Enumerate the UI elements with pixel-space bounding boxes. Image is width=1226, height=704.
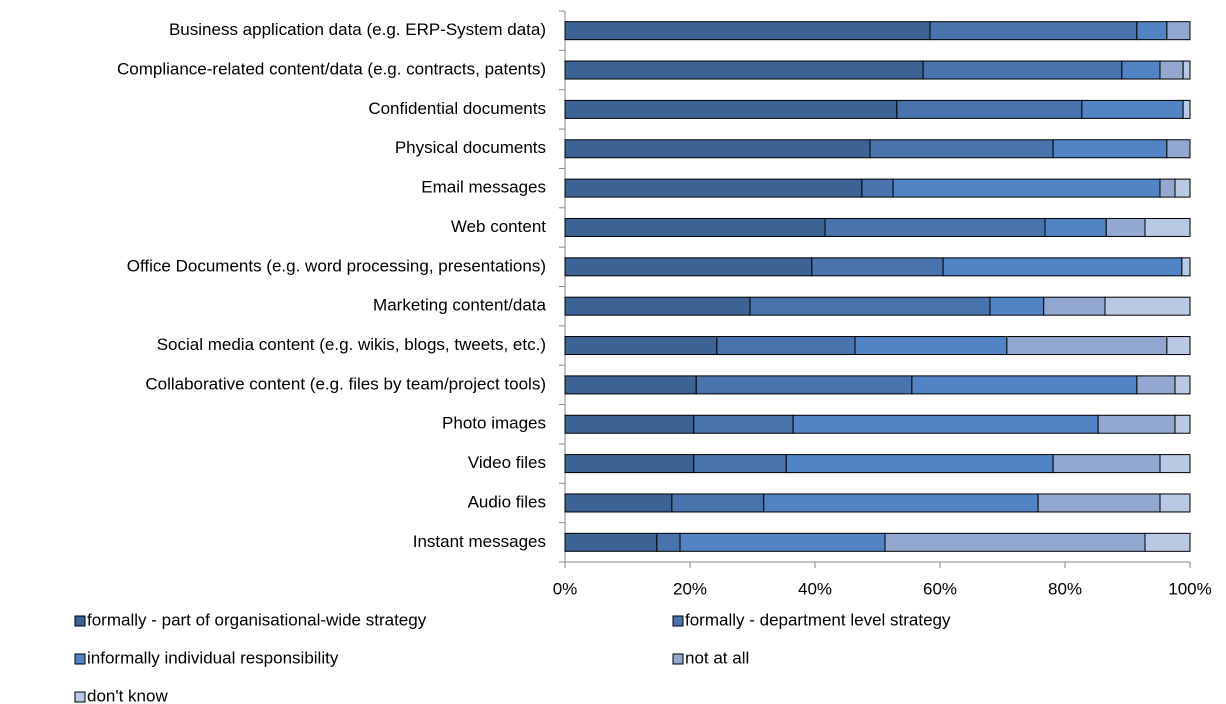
bar-segment — [892, 178, 1161, 198]
bar-segment — [564, 257, 813, 277]
bar-segment — [1159, 454, 1191, 474]
bar-segment — [861, 178, 894, 198]
legend-swatch — [74, 615, 86, 627]
bar-segment — [922, 60, 1123, 80]
bar-segment — [564, 99, 898, 119]
y-tick-label: Instant messages — [413, 532, 546, 551]
bar-segment — [1136, 21, 1168, 41]
bar-segment — [1166, 21, 1191, 41]
y-tick-label: Photo images — [442, 414, 546, 433]
bar-segment — [1166, 139, 1191, 159]
y-tick-label: Confidential documents — [368, 99, 546, 118]
x-tick-label: 20% — [673, 579, 707, 598]
bar-segment — [564, 21, 931, 41]
bar-segment — [1159, 60, 1184, 80]
y-tick-label: Office Documents (e.g. word processing, … — [127, 256, 546, 275]
bar-segment — [1144, 217, 1191, 237]
bar-segment — [1159, 493, 1191, 513]
y-tick-label: Email messages — [421, 178, 546, 197]
bar-segment — [989, 296, 1045, 316]
bar-segment — [811, 257, 944, 277]
bar-segment — [1006, 336, 1168, 356]
y-tick-label: Compliance-related content/data (e.g. co… — [117, 60, 546, 79]
legend-swatch — [74, 653, 86, 665]
bar-segment — [679, 532, 886, 552]
y-tick-label: Web content — [451, 217, 546, 236]
y-tick-label: Audio files — [468, 492, 546, 511]
x-tick-label: 40% — [798, 579, 832, 598]
bar-segment — [564, 139, 871, 159]
bar-segment — [1181, 257, 1191, 277]
x-tick-label: 0% — [553, 579, 578, 598]
bar-segment — [564, 414, 695, 434]
bar-segment — [564, 296, 751, 316]
bar-segment — [564, 217, 826, 237]
y-tick-label: Social media content (e.g. wikis, blogs,… — [157, 335, 546, 354]
bar-segment — [1174, 414, 1191, 434]
bar-segment — [884, 532, 1146, 552]
bar-segment — [1044, 217, 1107, 237]
bar-segment — [671, 493, 765, 513]
bar-segment — [1052, 139, 1168, 159]
bar-segment — [749, 296, 991, 316]
x-tick-label: 100% — [1168, 579, 1211, 598]
y-tick-label: Collaborative content (e.g. files by tea… — [145, 374, 546, 393]
legend-swatch — [672, 653, 684, 665]
bar-segment — [1097, 414, 1176, 434]
bar-segment — [1174, 375, 1191, 395]
bar-segment — [869, 139, 1054, 159]
legend-label: don't know — [87, 686, 168, 704]
bar-segment — [1136, 375, 1176, 395]
x-tick-label: 80% — [1048, 579, 1082, 598]
bar-segment — [564, 178, 863, 198]
y-tick-label: Business application data (e.g. ERP-Syst… — [169, 20, 546, 39]
bar-segment — [1174, 178, 1191, 198]
y-tick-label: Physical documents — [395, 138, 546, 157]
bar-segment — [1159, 178, 1176, 198]
bar-segment — [1182, 60, 1191, 80]
bar-segment — [824, 217, 1046, 237]
bar-segment — [693, 414, 794, 434]
bar-segment — [1144, 532, 1191, 552]
bar-segment — [1081, 99, 1184, 119]
bar-segment — [716, 336, 856, 356]
legend-swatch — [672, 615, 684, 627]
bar-segment — [929, 21, 1138, 41]
bar-segment — [656, 532, 681, 552]
bar-segment — [763, 493, 1039, 513]
bar-segment — [695, 375, 913, 395]
bar-segment — [785, 454, 1054, 474]
bar-segment — [942, 257, 1183, 277]
legend-label: formally - part of organisational-wide s… — [87, 610, 427, 629]
bar-segment — [564, 493, 673, 513]
bar-segment — [1037, 493, 1161, 513]
legend-label: informally individual responsibility — [87, 648, 339, 667]
bar-segment — [1052, 454, 1161, 474]
bar-segment — [564, 375, 697, 395]
x-tick-label: 60% — [923, 579, 957, 598]
bar-segment — [1105, 217, 1146, 237]
y-tick-label: Video files — [468, 453, 546, 472]
bar-segment — [896, 99, 1083, 119]
bar-segment — [564, 454, 695, 474]
bar-segment — [911, 375, 1138, 395]
bar-segment — [564, 336, 718, 356]
bar-segment — [564, 60, 924, 80]
bar-segment — [1043, 296, 1106, 316]
bar-segment — [1104, 296, 1191, 316]
bar-segment — [1182, 99, 1191, 119]
y-tick-label: Marketing content/data — [373, 296, 546, 315]
bar-segment — [1166, 336, 1191, 356]
legend-swatch — [74, 691, 86, 703]
bar-segment — [792, 414, 1099, 434]
bar-segment — [854, 336, 1008, 356]
bar-segment — [564, 532, 658, 552]
bar-segment — [1121, 60, 1161, 80]
legend-label: not at all — [685, 648, 749, 667]
bar-segment — [693, 454, 787, 474]
legend-label: formally - department level strategy — [685, 610, 951, 629]
